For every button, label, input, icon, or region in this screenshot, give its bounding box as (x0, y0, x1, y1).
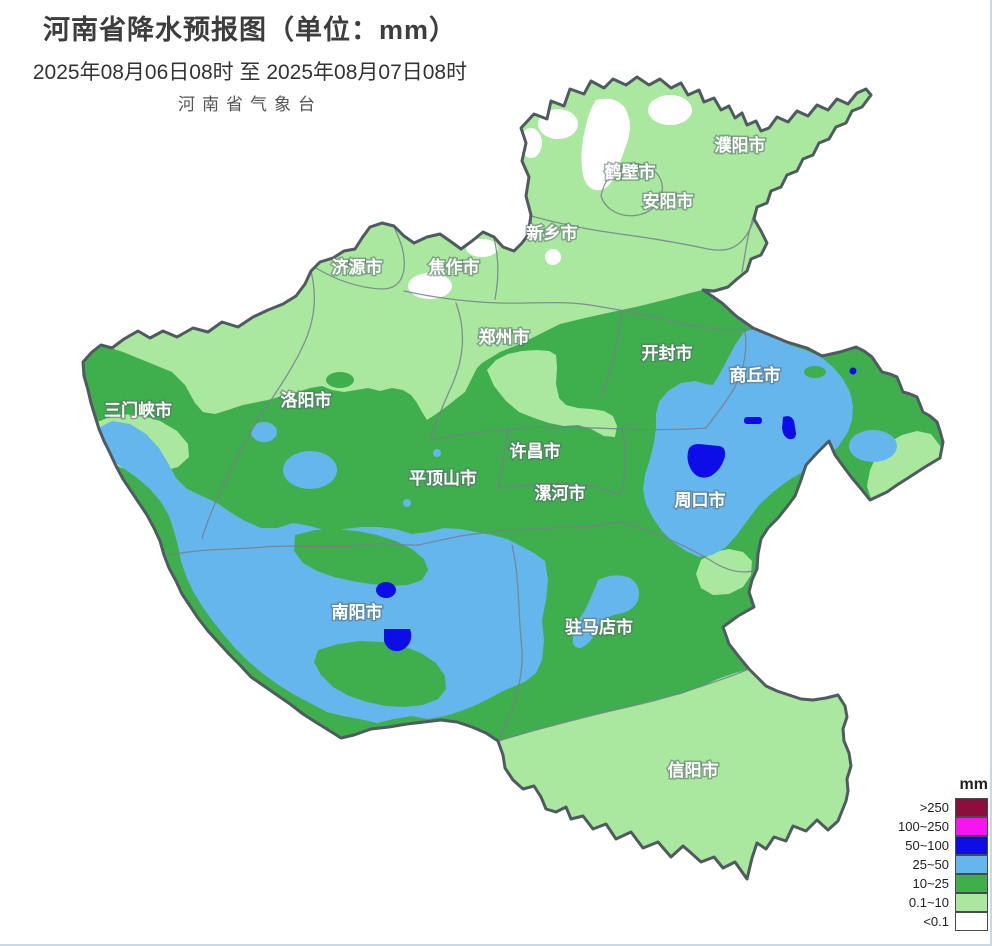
legend-rows: >250 100~250 50~100 25~50 10~25 0.1~10 <0.1 (864, 797, 988, 931)
precip-island-green-shangqiu (804, 366, 826, 378)
city-label-漯河市: 漯河市 (535, 483, 586, 503)
forecast-period: 2025年08月06日08时 至 2025年08月07日08时 (32, 61, 468, 84)
precip-spot-darkblue-dash (744, 417, 762, 424)
city-label-新乡市: 新乡市 (527, 223, 578, 243)
precip-spot-blue-zhumadian-north (572, 575, 639, 648)
legend-label: 10~25 (912, 876, 949, 891)
city-label-濮阳市: 濮阳市 (715, 135, 766, 155)
precip-spot-darkblue-nanyang-2 (384, 629, 412, 652)
city-label-鹤壁市: 鹤壁市 (605, 162, 656, 182)
precipitation-legend: mm >250 100~250 50~100 25~50 10~25 0.1~10 <0.1 (864, 776, 988, 931)
province-border (81, 75, 945, 881)
city-label-济源市: 济源市 (332, 257, 383, 277)
legend-label: 100~250 (898, 819, 949, 834)
precip-spot-white-hebi (581, 98, 630, 191)
city-label-驻马店市: 驻马店市 (565, 617, 633, 637)
precip-spot-darkblue-dot (849, 367, 857, 375)
precip-island-green-nanyang-1 (294, 529, 428, 586)
precip-spot-white-1 (538, 109, 578, 139)
precip-pocket-zhengzhou-south (487, 350, 617, 437)
legend-row-5: 0.1~10 (864, 892, 988, 912)
precip-spot-blue-tiny-2 (403, 499, 411, 507)
city-label-周口市: 周口市 (675, 490, 726, 510)
precip-spot-white-xinxiang (545, 249, 561, 265)
precip-spot-blue-luoyang-2 (283, 451, 337, 489)
city-label-商丘市: 商丘市 (730, 365, 781, 385)
legend-swatch (955, 892, 988, 912)
city-label-郑州市: 郑州市 (479, 327, 530, 347)
precip-spot-darkblue-shangqiu-sw (782, 416, 796, 440)
legend-row-6: <0.1 (864, 911, 988, 931)
precip-spot-blue-luoyang-1 (251, 422, 277, 442)
city-label-焦作市: 焦作市 (428, 257, 480, 277)
legend-row-3: 25~50 (864, 854, 988, 874)
precip-spot-darkblue-zhoukou (687, 444, 726, 478)
legend-label: >250 (919, 800, 949, 815)
precip-spot-blue-far-east (849, 430, 897, 462)
legend-label: <0.1 (923, 914, 949, 929)
legend-row-2: 50~100 (864, 835, 988, 855)
city-label-安阳市: 安阳市 (643, 191, 694, 211)
precip-spot-white-2 (648, 95, 692, 125)
precip-region-blue-east (643, 329, 853, 557)
city-label-平顶山市: 平顶山市 (409, 468, 477, 488)
precip-spot-blue-tiny-1 (433, 449, 441, 457)
legend-unit-label: mm (959, 776, 988, 793)
precip-spot-white-jiaozuo-2 (466, 239, 498, 257)
legend-label: 50~100 (905, 838, 949, 853)
legend-swatch (955, 854, 988, 874)
legend-row-4: 10~25 (864, 873, 988, 893)
legend-swatch (955, 835, 988, 855)
city-label-三门峡市: 三门峡市 (104, 400, 172, 420)
legend-label: 25~50 (912, 857, 949, 872)
precip-island-green-nanyang-2 (314, 641, 446, 707)
legend-label: 0.1~10 (908, 895, 949, 910)
legend-swatch (955, 797, 988, 817)
source-agency: 河南省气象台 (178, 95, 322, 114)
legend-swatch (955, 911, 988, 931)
page-title: 河南省降水预报图（单位：mm） (42, 15, 457, 45)
city-label-开封市: 开封市 (642, 343, 693, 363)
legend-row-1: 100~250 (864, 816, 988, 836)
legend-row-0: >250 (864, 797, 988, 817)
city-label-洛阳市: 洛阳市 (281, 390, 332, 410)
precip-spot-white-jiaozuo-1 (408, 273, 452, 299)
legend-swatch (955, 873, 988, 893)
legend-swatch (955, 816, 988, 836)
city-boundaries (165, 163, 758, 742)
precip-spot-darkblue-nanyang-1 (376, 582, 396, 598)
precip-spot-green-luoyang-nw (326, 372, 354, 388)
city-label-许昌市: 许昌市 (510, 441, 561, 461)
city-label-信阳市: 信阳市 (668, 760, 719, 780)
city-label-南阳市: 南阳市 (332, 602, 383, 622)
